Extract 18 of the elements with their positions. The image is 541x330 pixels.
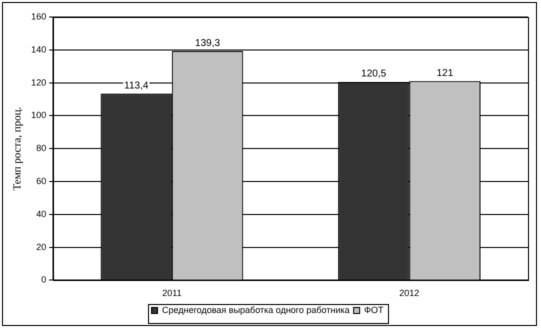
legend-label: Среднегодовая выработка одного работника bbox=[162, 304, 350, 315]
data-label: 139,3 bbox=[195, 38, 220, 49]
y-tick-label: 160 bbox=[31, 11, 46, 22]
y-tick-label: 60 bbox=[36, 176, 46, 186]
y-tick-label: 80 bbox=[36, 143, 46, 154]
y-tick-label: 100 bbox=[31, 110, 46, 120]
y-tick-label: 20 bbox=[36, 242, 46, 252]
x-tick-label: 2011 bbox=[162, 288, 182, 298]
y-tick-label: 40 bbox=[36, 208, 46, 219]
y-axis-title: Темп роста, проц. bbox=[11, 106, 24, 190]
legend-label: ФОТ bbox=[364, 304, 384, 315]
x-tick-label: 2012 bbox=[399, 288, 420, 298]
data-label: 121 bbox=[436, 68, 454, 79]
y-tick-label: 120 bbox=[31, 77, 46, 88]
data-label: 113,4 bbox=[124, 80, 149, 92]
y-tick-label: 140 bbox=[31, 44, 46, 54]
y-tick-label: 0 bbox=[41, 274, 46, 285]
data-label: 120,5 bbox=[361, 68, 387, 80]
